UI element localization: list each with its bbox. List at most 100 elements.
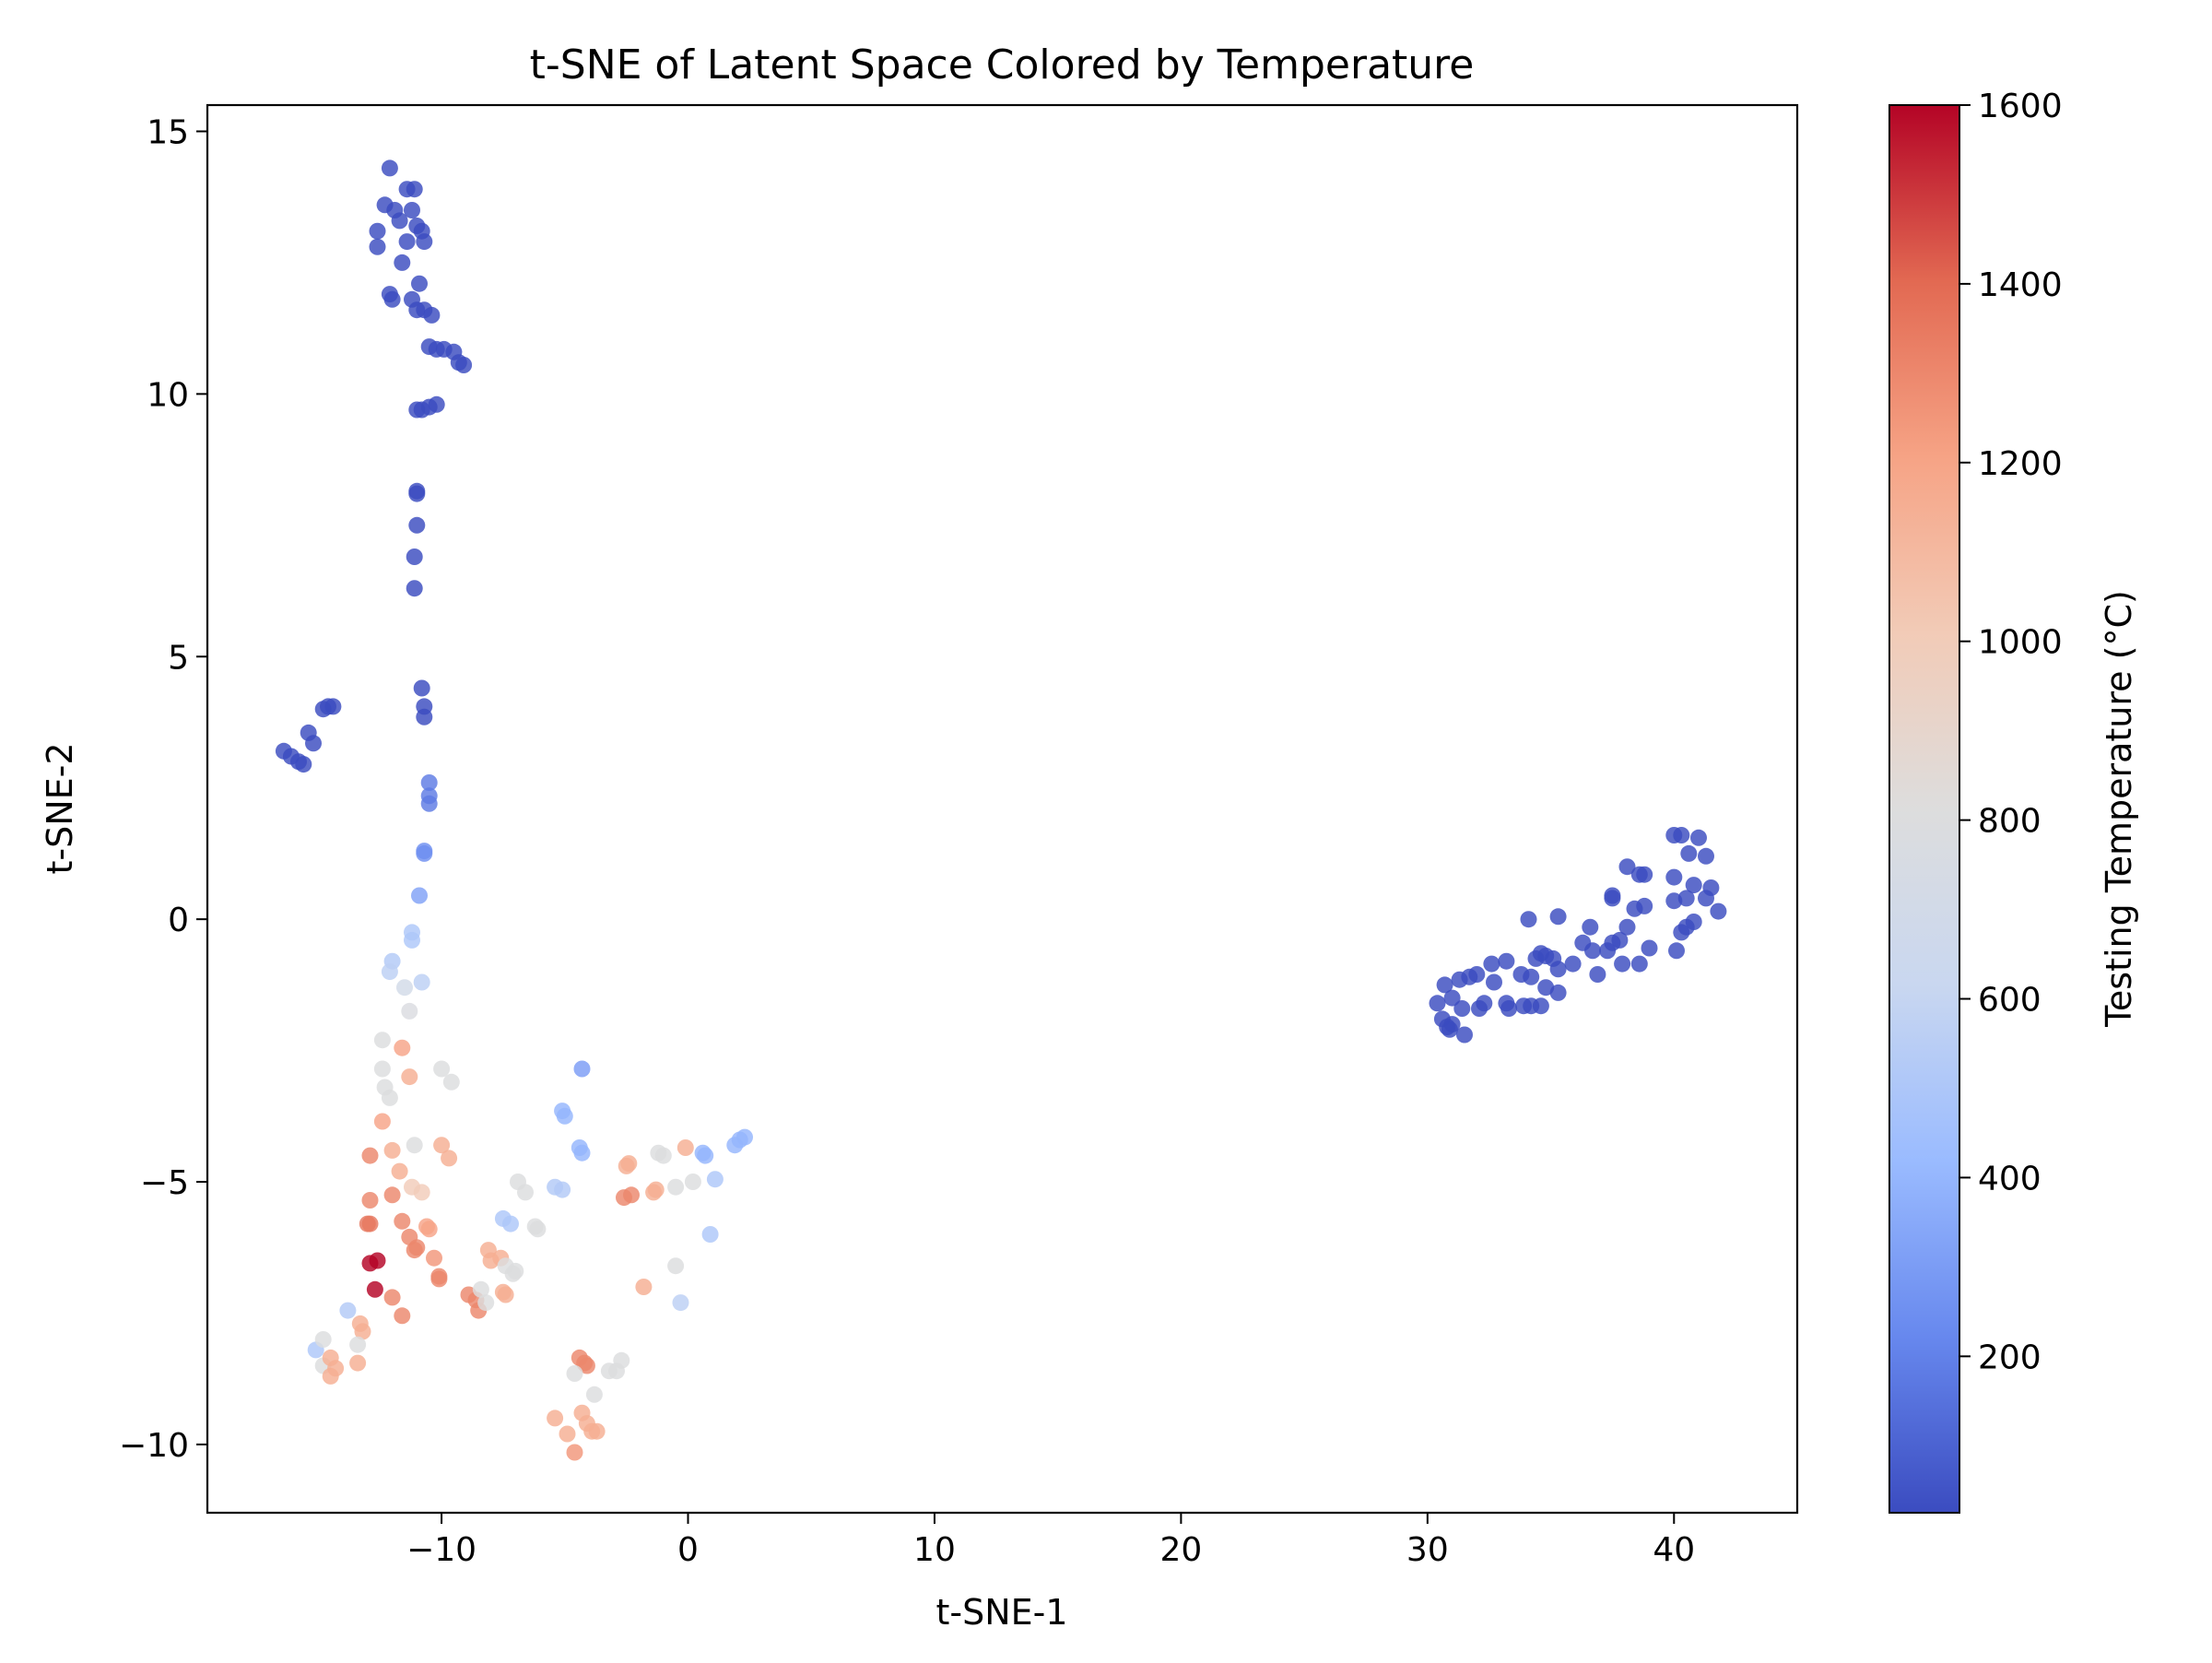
data-point — [613, 1351, 630, 1369]
points-layer — [275, 159, 1727, 1461]
data-point — [381, 159, 398, 177]
data-point — [556, 1107, 573, 1125]
data-point — [339, 1302, 357, 1319]
data-point — [1436, 976, 1453, 994]
data-point — [411, 887, 428, 904]
data-point — [672, 1294, 689, 1312]
data-point — [472, 1280, 489, 1298]
colorbar-tick-label: 800 — [1978, 803, 2041, 841]
data-point — [517, 1184, 534, 1201]
data-point — [408, 516, 426, 534]
data-point — [635, 1279, 653, 1295]
data-point — [361, 1147, 379, 1164]
data-point — [1486, 973, 1502, 991]
data-point — [406, 1242, 423, 1259]
data-point — [1673, 924, 1690, 941]
data-point — [404, 931, 420, 949]
data-point — [442, 1073, 460, 1091]
data-point — [697, 1147, 714, 1164]
data-point — [411, 275, 428, 292]
data-point — [1498, 952, 1515, 970]
data-point — [1523, 968, 1540, 985]
colorbar-tick-label: 1200 — [1978, 445, 2063, 483]
data-point — [430, 1270, 448, 1288]
data-point — [413, 679, 430, 697]
data-point — [1589, 966, 1606, 983]
data-point — [420, 795, 438, 812]
y-tick-label: 0 — [168, 902, 189, 939]
data-point — [401, 1002, 418, 1020]
data-point — [381, 1089, 398, 1106]
x-axis-ticks: −10 0 10 20 30 40 — [406, 1513, 1695, 1569]
data-point — [677, 1139, 694, 1156]
data-point — [566, 1444, 583, 1461]
y-axis-label: t-SNE-2 — [40, 742, 80, 874]
data-point — [1636, 866, 1653, 883]
data-point — [559, 1425, 576, 1443]
data-point — [441, 1150, 458, 1167]
data-point — [1456, 1026, 1473, 1044]
data-point — [369, 1252, 386, 1269]
data-point — [394, 1039, 411, 1056]
data-point — [381, 963, 398, 981]
data-point — [497, 1286, 514, 1303]
data-point — [620, 1155, 638, 1173]
data-point — [413, 1184, 430, 1201]
y-tick-label: 5 — [168, 639, 189, 677]
data-point — [1685, 877, 1702, 894]
data-point — [394, 254, 411, 271]
data-point — [502, 1215, 519, 1233]
colorbar-ticks: 200 400 600 800 1000 1200 1400 1600 — [1959, 88, 2063, 1376]
data-point — [1668, 942, 1685, 960]
data-point — [1584, 942, 1601, 960]
data-point — [394, 1307, 411, 1325]
data-point — [416, 708, 433, 725]
data-point — [426, 1249, 442, 1267]
x-tick-label: 20 — [1159, 1531, 1202, 1569]
data-point — [383, 1186, 401, 1204]
data-point — [394, 1212, 411, 1230]
data-point — [1532, 997, 1549, 1015]
data-point — [401, 1068, 418, 1086]
data-point — [588, 1422, 606, 1440]
data-point — [1549, 961, 1567, 978]
data-point — [416, 844, 433, 862]
data-point — [369, 238, 386, 255]
data-point — [420, 774, 438, 791]
data-point — [305, 735, 322, 752]
data-point — [383, 1289, 401, 1306]
data-point — [1441, 1020, 1458, 1038]
data-point — [349, 1336, 367, 1353]
data-point — [477, 1294, 495, 1312]
data-point — [573, 1060, 591, 1078]
data-point — [1698, 890, 1714, 907]
data-point — [1641, 939, 1658, 957]
data-point — [406, 548, 423, 565]
data-point — [406, 181, 423, 198]
data-point — [404, 202, 420, 218]
data-point — [1626, 900, 1643, 917]
data-point — [354, 1323, 371, 1340]
data-point — [1483, 955, 1500, 973]
data-point — [529, 1221, 547, 1238]
data-point — [433, 1060, 451, 1078]
data-point — [1698, 847, 1714, 865]
data-point — [369, 222, 386, 240]
data-point — [408, 485, 426, 502]
data-point — [1710, 902, 1727, 920]
data-point — [1614, 955, 1631, 973]
data-point — [1564, 955, 1582, 973]
y-tick-label: 15 — [147, 113, 189, 151]
data-point — [1453, 1000, 1471, 1017]
data-point — [349, 1354, 367, 1372]
colorbar-label: Testing Temperature (°C) — [2099, 590, 2139, 1028]
data-point — [1665, 892, 1683, 910]
colorbar-tick-label: 200 — [1978, 1339, 2041, 1376]
x-tick-label: 10 — [913, 1531, 956, 1569]
data-point — [391, 212, 408, 230]
data-point — [420, 1221, 438, 1238]
data-point — [398, 233, 416, 251]
data-point — [1520, 911, 1537, 928]
data-point — [1451, 971, 1468, 988]
colorbar — [1888, 104, 1960, 1514]
